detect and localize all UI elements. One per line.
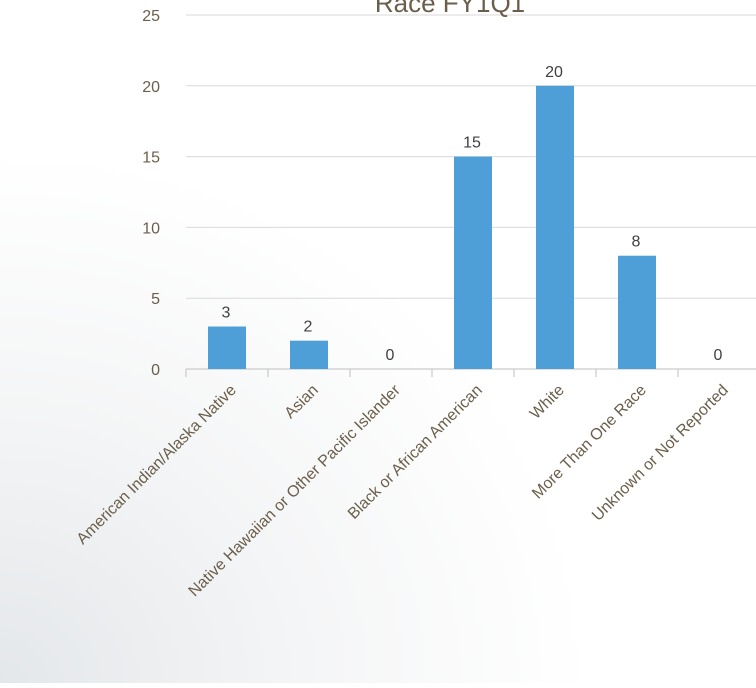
y-tick-label: 20 — [142, 79, 160, 96]
x-tick-label: Unknown or Not Reported — [589, 382, 732, 525]
y-tick-label: 25 — [142, 8, 160, 25]
data-label: 0 — [714, 347, 723, 364]
data-label: 2 — [304, 319, 313, 336]
data-label: 15 — [463, 135, 481, 152]
data-label: 0 — [386, 347, 395, 364]
data-label: 3 — [222, 305, 231, 322]
bar[interactable] — [208, 326, 246, 369]
x-tick-label: Black or African American — [345, 382, 486, 523]
y-tick-label: 10 — [142, 220, 160, 237]
x-tick-label: Asian — [282, 382, 322, 422]
bar[interactable] — [290, 340, 328, 369]
bars — [208, 85, 656, 370]
x-tick-label: American Indian/Alaska Native — [74, 382, 240, 548]
x-tick-label: White — [527, 382, 568, 423]
y-tick-label: 15 — [142, 150, 160, 167]
y-tick-label: 5 — [151, 291, 160, 308]
y-axis-ticks: 0 5 10 15 20 25 — [142, 8, 160, 379]
bar[interactable] — [618, 255, 656, 369]
data-label: 20 — [545, 64, 563, 81]
y-tick-label: 0 — [151, 362, 160, 379]
x-axis-ticks: American Indian/Alaska Native AsianNative… — [74, 381, 732, 600]
chart-title: Race FY1Q1 — [375, 0, 525, 18]
data-label: 8 — [632, 234, 641, 251]
bar[interactable] — [454, 156, 492, 369]
bar[interactable] — [536, 85, 574, 370]
